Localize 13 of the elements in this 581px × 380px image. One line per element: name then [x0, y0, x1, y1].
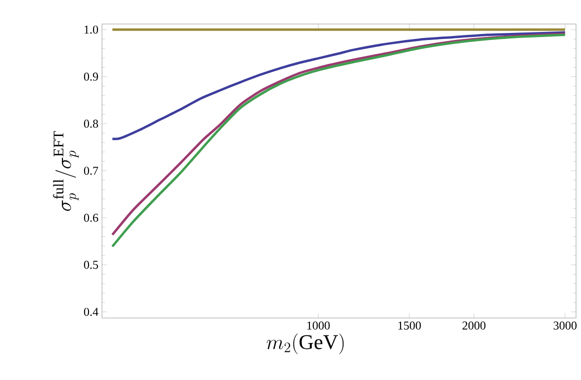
y-tick-label: 0.5 — [84, 260, 98, 269]
y-tick-label: 0.9 — [84, 72, 98, 81]
y-tick-label: 0.6 — [84, 214, 98, 222]
y-tick-label: 1.0 — [84, 26, 98, 34]
x-tick-label: 2000 — [462, 322, 486, 330]
y-tick-label: 0.4 — [84, 308, 98, 316]
x-tick-label: 1000 — [307, 322, 330, 330]
y-tick-label: 0.7 — [84, 166, 98, 175]
y-axis-title: $\sigma_p^{\mathrm{full}}/\sigma_p^{\mathrm{EFT}}$ — [53, 131, 79, 211]
x-tick-label: 1500 — [398, 322, 421, 330]
x-axis-title: $m_2(\mathrm{GeV})$ — [266, 334, 344, 354]
x-tick-label: 3000 — [554, 322, 577, 330]
y-tick-label: 0.8 — [84, 120, 98, 128]
